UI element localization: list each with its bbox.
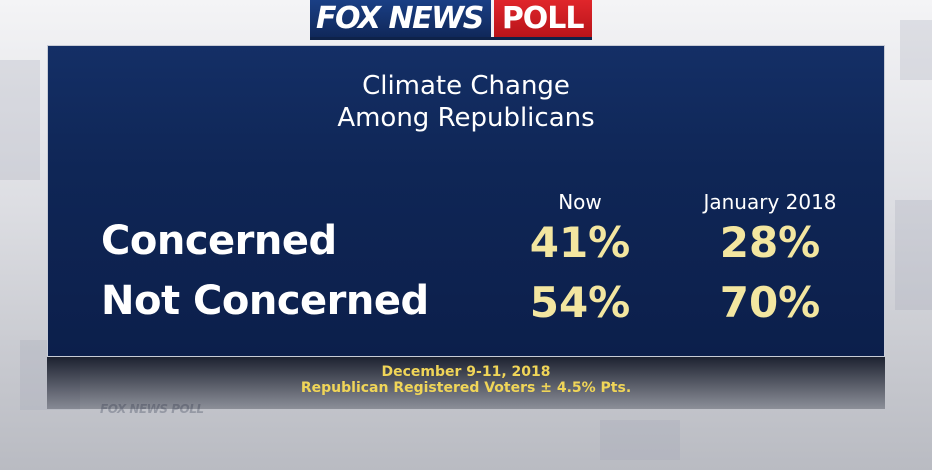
footer-sample: Republican Registered Voters ± 4.5% Pts. — [300, 380, 632, 396]
value-not-concerned-now: 54% — [529, 278, 631, 327]
column-header-now: Now — [558, 190, 602, 214]
row-label-concerned: Concerned — [101, 218, 337, 264]
row-label-not-concerned: Not Concerned — [101, 278, 429, 324]
value-concerned-january-2018: 28% — [719, 218, 821, 267]
chart-title: Climate Change Among Republicans — [48, 70, 884, 134]
fox-news-poll-logo: FOX NEWS POLL — [310, 0, 592, 40]
poll-panel: Climate Change Among Republicans Now Jan… — [47, 45, 885, 357]
value-concerned-now: 41% — [529, 218, 631, 267]
footer-background — [47, 357, 885, 409]
chart-title-line-2: Among Republicans — [337, 103, 595, 133]
column-header-january-2018: January 2018 — [703, 190, 837, 214]
footer: December 9-11, 2018 Republican Registere… — [0, 364, 932, 396]
footer-date: December 9-11, 2018 — [381, 364, 551, 380]
chart-title-line-1: Climate Change — [362, 71, 570, 101]
poll-logo: POLL — [493, 0, 592, 37]
fox-news-logo: FOX NEWS — [310, 0, 491, 37]
value-not-concerned-january-2018: 70% — [719, 278, 821, 327]
